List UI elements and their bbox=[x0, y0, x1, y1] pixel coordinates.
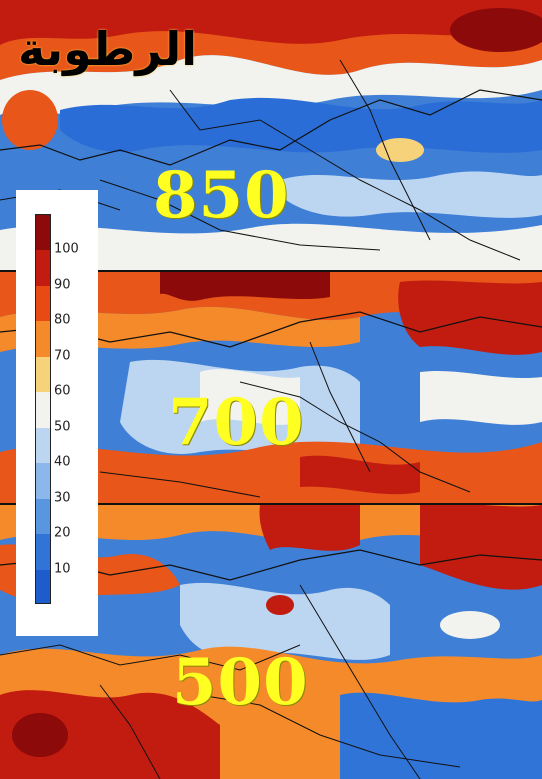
legend-swatch bbox=[36, 215, 50, 251]
legend-tick-label: 80 bbox=[54, 312, 71, 328]
legend-tick-label: 50 bbox=[54, 419, 71, 435]
legend-tick-label: 40 bbox=[54, 454, 71, 470]
legend-swatch bbox=[36, 569, 50, 603]
legend-swatch bbox=[36, 285, 50, 322]
legend-color-bar bbox=[35, 214, 51, 604]
legend-swatch bbox=[36, 356, 50, 393]
map-panel-850 bbox=[0, 0, 542, 270]
legend-tick-label: 60 bbox=[54, 383, 71, 399]
legend-swatch bbox=[36, 498, 50, 535]
legend-swatch bbox=[36, 392, 50, 429]
map-title: الرطوبة bbox=[18, 22, 197, 76]
legend-tick-label: 10 bbox=[54, 561, 71, 577]
humidity-map-850 bbox=[0, 0, 542, 270]
legend-swatch bbox=[36, 534, 50, 571]
level-label-500: 500 bbox=[172, 645, 309, 720]
legend-tick-label: 100 bbox=[54, 241, 79, 257]
legend-swatch bbox=[36, 463, 50, 500]
color-legend: 100 90 80 70 60 50 40 30 20 10 bbox=[16, 190, 98, 636]
legend-swatch bbox=[36, 250, 50, 287]
level-label-850: 850 bbox=[153, 158, 290, 233]
legend-tick-label: 20 bbox=[54, 525, 71, 541]
legend-swatch bbox=[36, 427, 50, 464]
legend-swatch bbox=[36, 321, 50, 358]
legend-tick-label: 70 bbox=[54, 348, 71, 364]
legend-tick-label: 90 bbox=[54, 277, 71, 293]
legend-tick-label: 30 bbox=[54, 490, 71, 506]
level-label-700: 700 bbox=[168, 385, 305, 460]
